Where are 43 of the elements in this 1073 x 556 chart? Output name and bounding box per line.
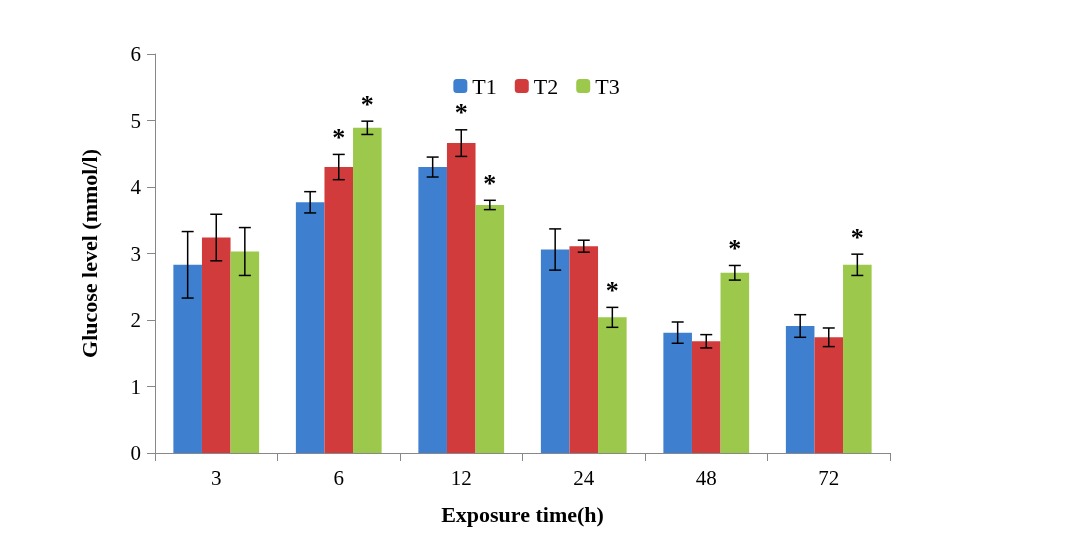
legend-label: T2 [533, 73, 559, 99]
y-tick-label: 0 [130, 441, 141, 465]
bar [173, 264, 202, 453]
data-label: * [360, 89, 374, 119]
x-tick-label: 24 [573, 465, 595, 490]
bar [201, 237, 231, 453]
bar [691, 341, 721, 453]
data-label: * [850, 222, 864, 252]
data-label: * [483, 168, 497, 198]
bar [785, 325, 815, 453]
y-axis-title: Glucose level (mmol/l) [76, 149, 102, 358]
bar [598, 317, 627, 453]
bar [814, 337, 844, 453]
bar [353, 127, 382, 453]
y-tick-label: 2 [130, 308, 141, 332]
y-tick-label: 1 [130, 374, 141, 399]
data-label: * [605, 275, 619, 305]
bar [324, 167, 354, 453]
bar [446, 143, 476, 453]
bar [569, 246, 599, 453]
x-tick-label: 3 [211, 465, 222, 490]
bar [475, 204, 505, 453]
x-tick-label: 72 [818, 465, 840, 490]
y-tick-label: 6 [130, 42, 141, 66]
y-tick-label: 5 [130, 108, 141, 133]
x-tick-label: 48 [695, 465, 717, 490]
data-label: * [454, 98, 468, 128]
legend-label: T1 [472, 73, 497, 99]
bar [663, 332, 692, 453]
legend-label: T3 [595, 73, 620, 99]
y-tick-label: 4 [130, 175, 142, 199]
data-label: * [332, 122, 346, 152]
bar [843, 264, 872, 453]
data-label: * [728, 233, 742, 263]
x-tick-label: 12 [450, 465, 472, 490]
bar [418, 167, 447, 453]
bar [540, 249, 570, 453]
x-tick-label: 6 [333, 465, 344, 490]
y-tick-label: 3 [130, 241, 141, 266]
bar [295, 202, 325, 453]
bar [230, 251, 260, 453]
x-axis-title: Exposure time(h) [441, 501, 604, 527]
bar [720, 272, 750, 453]
